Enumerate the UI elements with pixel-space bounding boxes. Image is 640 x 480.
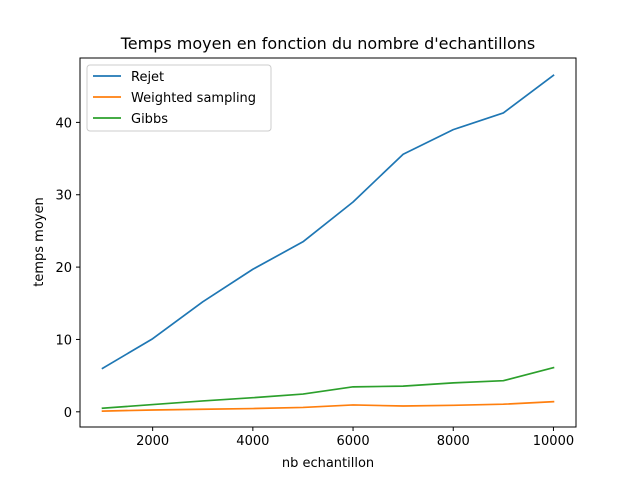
x-tick-label: 2000 bbox=[136, 434, 169, 449]
series-lines bbox=[101, 74, 555, 412]
x-tick-label: 10000 bbox=[533, 434, 574, 449]
y-tick-label: 30 bbox=[55, 189, 72, 204]
x-tick-label: 6000 bbox=[337, 434, 370, 449]
x-axis-ticks: 2000 4000 6000 8000 10000 bbox=[136, 427, 574, 449]
y-axis-ticks: 0 10 20 30 40 bbox=[55, 116, 80, 421]
series-line-2 bbox=[101, 366, 555, 410]
y-tick-label: 0 bbox=[64, 406, 72, 421]
series-line-0 bbox=[101, 74, 555, 370]
chart-title: Temps moyen en fonction du nombre d'echa… bbox=[120, 34, 536, 53]
y-tick-label: 40 bbox=[55, 116, 72, 131]
legend-label-1: Weighted sampling bbox=[131, 91, 256, 106]
x-axis-label: nb echantillon bbox=[282, 456, 374, 471]
legend-box bbox=[86, 64, 272, 132]
legend: Rejet Weighted sampling Gibbs bbox=[86, 64, 272, 132]
x-tick-label: 8000 bbox=[437, 434, 470, 449]
legend-label-2: Gibbs bbox=[131, 112, 168, 127]
x-tick-label: 4000 bbox=[236, 434, 269, 449]
y-tick-label: 20 bbox=[55, 261, 72, 276]
y-axis-label: temps moyen bbox=[32, 197, 47, 286]
series-line-1 bbox=[101, 400, 555, 412]
legend-label-0: Rejet bbox=[131, 70, 164, 85]
plot-frame bbox=[79, 57, 577, 428]
y-tick-label: 10 bbox=[55, 333, 72, 348]
